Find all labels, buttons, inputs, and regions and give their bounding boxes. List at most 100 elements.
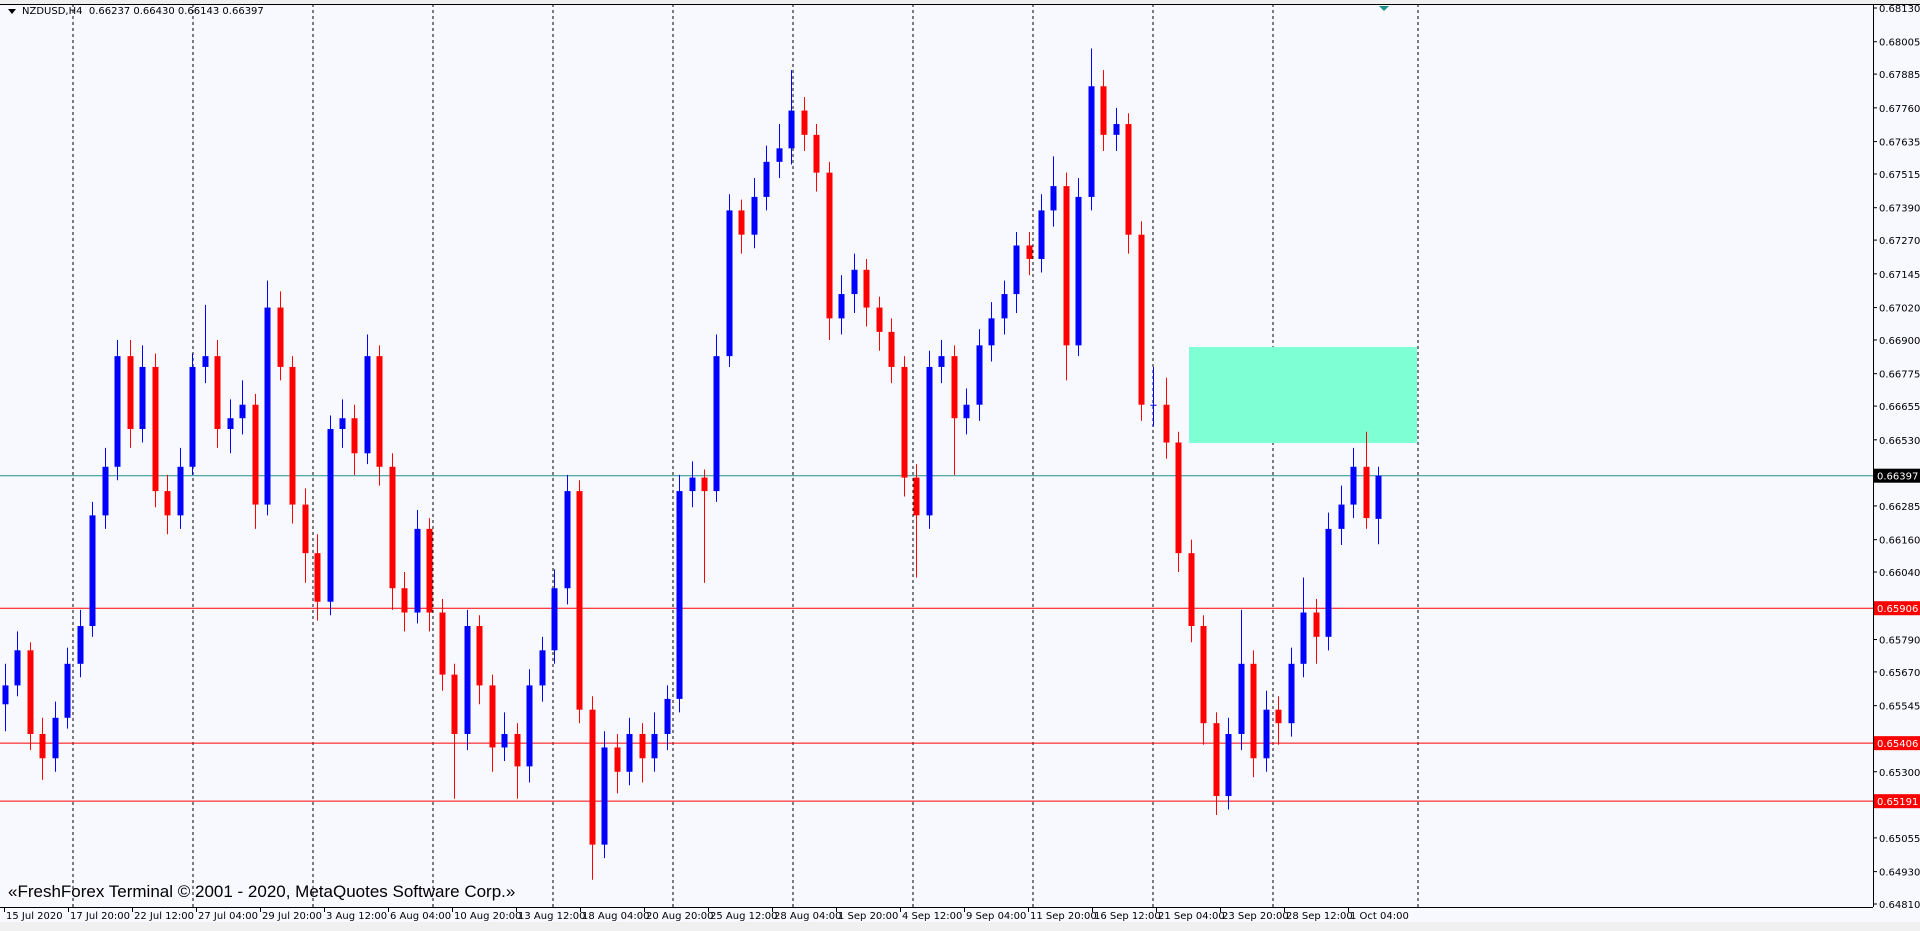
x-tick-label: 16 Sep 12:00: [1094, 911, 1161, 922]
candle-body: [264, 307, 271, 505]
candle-body: [414, 528, 421, 613]
x-tick-label: 29 Jul 20:00: [262, 911, 322, 922]
zone-rectangle[interactable]: [1189, 346, 1417, 444]
y-tick-label: 0.66530: [1879, 436, 1920, 447]
candle-body: [252, 404, 259, 505]
y-tick-label: 0.66040: [1879, 568, 1920, 579]
candle-body: [1013, 245, 1020, 295]
candle-body: [951, 356, 958, 419]
candle-body: [426, 528, 433, 613]
candle: [664, 685, 671, 751]
candle: [826, 161, 833, 340]
candle: [1263, 690, 1270, 772]
candle: [701, 469, 708, 583]
y-tick-label: 0.67635: [1879, 138, 1920, 149]
candle-body: [376, 356, 383, 467]
horizontal-levels[interactable]: [0, 475, 1873, 802]
y-tick-label: 0.67515: [1879, 170, 1920, 181]
candle: [314, 534, 321, 621]
x-tick-label: 3 Aug 12:00: [326, 911, 387, 922]
candle-body: [738, 210, 745, 235]
y-tick-label: 0.66655: [1879, 402, 1920, 413]
candle-body: [551, 588, 558, 651]
candle-body: [52, 717, 59, 759]
candle: [651, 712, 658, 772]
candle: [177, 447, 184, 529]
candle-body: [901, 366, 908, 478]
candle: [926, 350, 933, 529]
candle: [1213, 712, 1220, 815]
candle: [1350, 447, 1357, 519]
candle-body: [651, 733, 658, 759]
candle: [39, 717, 46, 780]
x-tick-label: 25 Aug 12:00: [710, 911, 777, 922]
candle: [451, 663, 458, 799]
y-tick-label: 0.66900: [1879, 336, 1920, 347]
candle: [376, 345, 383, 486]
candle-body: [2, 685, 9, 705]
candle: [77, 609, 84, 678]
candles: [2, 48, 1382, 880]
candle-body: [988, 318, 995, 346]
candle: [851, 253, 858, 313]
candle: [876, 296, 883, 351]
y-tick-label: 0.67390: [1879, 204, 1920, 215]
candle: [1013, 232, 1020, 313]
x-axis[interactable]: 15 Jul 2020 17 Jul 20:00 22 Jul 12:00 27 Ju…: [4, 907, 1409, 922]
candle-body: [1175, 442, 1182, 554]
chart-header: NZDUSD,H4 0.66237 0.66430 0.66143 0.6639…: [8, 6, 264, 17]
candle: [938, 339, 945, 384]
candle: [202, 304, 209, 384]
candle: [364, 334, 371, 465]
candle: [551, 569, 558, 664]
candle: [788, 70, 795, 165]
candle-body: [1325, 528, 1332, 637]
candle-body: [152, 366, 159, 492]
candle: [2, 663, 9, 732]
candle-body: [1163, 404, 1170, 443]
candle-body: [726, 210, 733, 357]
candle-body: [1026, 245, 1033, 259]
candle: [639, 723, 646, 783]
candle-body: [689, 477, 696, 492]
candle-body: [589, 709, 596, 845]
candle: [738, 199, 745, 254]
candle-body: [514, 733, 521, 767]
candle: [539, 636, 546, 702]
candle-body: [826, 172, 833, 319]
candle: [302, 488, 309, 583]
y-axis[interactable]: 0.68130 0.68005 0.67885 0.67760 0.67635 0.675…: [1873, 4, 1920, 911]
current-price-label: 0.66397: [1877, 472, 1918, 483]
current-price-label-bg: [1874, 468, 1920, 483]
x-tick-label: 27 Jul 04:00: [198, 911, 258, 922]
candle: [1125, 113, 1132, 254]
candle-body: [539, 650, 546, 686]
candle: [801, 97, 808, 152]
candle-body: [1288, 663, 1295, 724]
candle-body: [177, 466, 184, 516]
y-tick-label: 0.67760: [1879, 104, 1920, 115]
candle-body: [1001, 294, 1008, 319]
dropdown-triangle-icon[interactable]: [8, 8, 16, 14]
candle-body: [302, 504, 309, 554]
candle-body: [164, 491, 171, 516]
candle-body: [77, 626, 84, 664]
candle-body: [763, 161, 770, 197]
candle-body: [639, 733, 646, 759]
x-tick-label: 9 Sep 04:00: [966, 911, 1026, 922]
candle-body: [1363, 466, 1370, 519]
candle-body: [239, 404, 246, 419]
candle: [252, 393, 259, 529]
candle: [1100, 70, 1107, 152]
candle-body: [1138, 234, 1145, 405]
candle: [1225, 717, 1232, 810]
candle: [564, 474, 571, 605]
level-price-label-bg: [1874, 736, 1920, 751]
candle-body: [614, 747, 621, 772]
candle: [426, 518, 433, 632]
candle-body: [676, 491, 683, 699]
candle-body: [976, 345, 983, 405]
supply-zone[interactable]: [1189, 346, 1417, 444]
candle: [1313, 599, 1320, 664]
